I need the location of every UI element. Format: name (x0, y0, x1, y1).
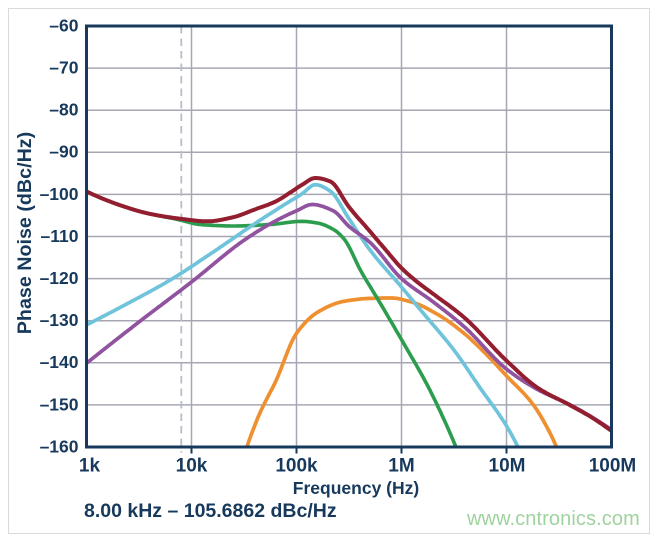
svg-text:1M: 1M (388, 456, 414, 477)
svg-text:–140: –140 (40, 352, 79, 372)
svg-text:–90: –90 (49, 142, 78, 162)
svg-text:10k: 10k (176, 456, 208, 477)
svg-text:100M: 100M (589, 456, 637, 477)
svg-text:1k: 1k (79, 456, 101, 477)
svg-text:–130: –130 (40, 310, 79, 330)
svg-text:–120: –120 (40, 268, 79, 288)
svg-text:–80: –80 (49, 100, 78, 120)
svg-text:–110: –110 (41, 226, 79, 246)
svg-text:–150: –150 (40, 394, 79, 414)
svg-text:–70: –70 (49, 58, 78, 78)
svg-text:www.cntronics.com: www.cntronics.com (466, 508, 640, 530)
svg-text:8.00 kHz – 105.6862 dBc/Hz: 8.00 kHz – 105.6862 dBc/Hz (84, 500, 337, 522)
svg-text:Phase Noise (dBc/Hz): Phase Noise (dBc/Hz) (14, 132, 36, 334)
svg-text:100k: 100k (275, 456, 318, 477)
svg-text:–160: –160 (40, 436, 79, 456)
svg-text:–100: –100 (40, 184, 79, 204)
svg-text:–60: –60 (49, 15, 78, 35)
svg-text:Frequency (Hz): Frequency (Hz) (293, 478, 419, 498)
svg-text:10M: 10M (489, 456, 526, 477)
